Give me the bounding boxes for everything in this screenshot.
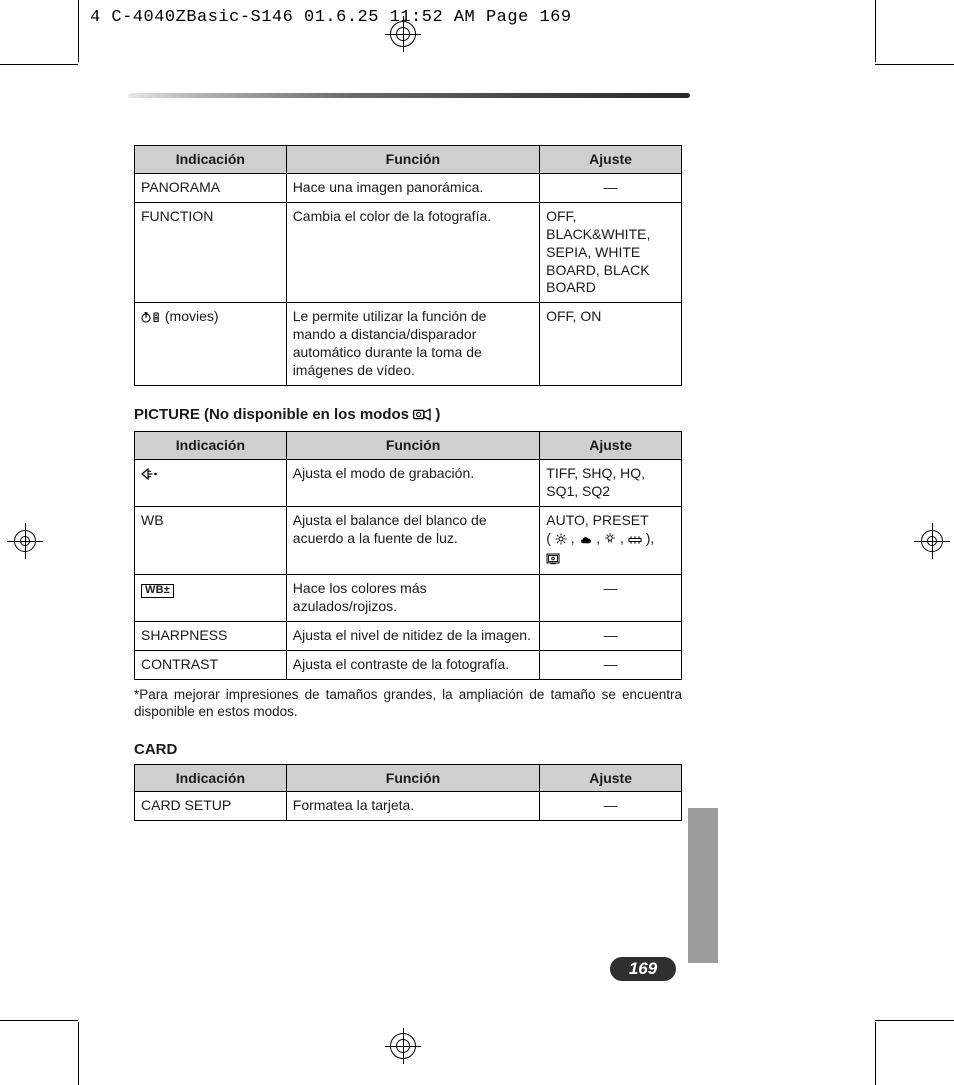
table-card: Indicación Función Ajuste CARD SETUP For… <box>134 764 682 822</box>
table-row: SHARPNESS Ajusta el nivel de nitidez de … <box>135 622 682 651</box>
selftimer-remote-icon <box>141 310 161 328</box>
cell-funcion: Ajusta el nivel de nitidez de la imagen. <box>286 622 539 651</box>
table-row: CARD SETUP Formatea la tarjeta. — <box>135 792 682 821</box>
cell-funcion: Cambia el color de la fotografía. <box>286 202 539 303</box>
th-indicacion: Indicación <box>135 146 287 174</box>
th-indicacion: Indicación <box>135 764 287 792</box>
register-mark <box>7 523 43 559</box>
table-picture: Indicación Función Ajuste <box>134 431 682 680</box>
crop-mark <box>875 0 876 62</box>
cell-funcion: Formatea la tarjeta. <box>286 792 539 821</box>
cell-funcion: Ajusta el contraste de la fotografía. <box>286 651 539 680</box>
cell-indicacion: CARD SETUP <box>135 792 287 821</box>
cell-indicacion: (movies) <box>135 303 287 386</box>
table-row: FUNCTION Cambia el color de la fotografí… <box>135 202 682 303</box>
crop-mark <box>875 64 954 65</box>
sun-icon <box>555 532 567 550</box>
side-tab <box>688 808 718 963</box>
cell-ajuste: OFF, BLACK&WHITE, SEPIA, WHITE BOARD, BL… <box>540 202 682 303</box>
cell-ajuste: AUTO, PRESET ( <box>540 506 682 575</box>
register-mark <box>914 523 950 559</box>
cell-indicacion <box>135 459 287 506</box>
cell-funcion: Le permite utilizar la función de mando … <box>286 303 539 386</box>
cell-ajuste: — <box>540 622 682 651</box>
cell-indicacion-text: (movies) <box>161 308 219 324</box>
section-title-picture: PICTURE (No disponible en los modos ) <box>134 406 682 425</box>
table-row: PANORAMA Hace una imagen panorámica. — <box>135 173 682 202</box>
movie-mode-icon <box>413 408 431 425</box>
cell-funcion: Hace los colores más azulados/rojizos. <box>286 575 539 622</box>
header-rule <box>128 93 690 98</box>
cell-ajuste: TIFF, SHQ, HQ, SQ1, SQ2 <box>540 459 682 506</box>
picture-title-pre: PICTURE (No disponible en los modos <box>134 406 413 423</box>
print-slug: 4 C-4040ZBasic-S146 01.6.25 11:52 AM Pag… <box>90 8 572 27</box>
table-row: (movies) Le permite utilizar la función … <box>135 303 682 386</box>
content-column: Indicación Función Ajuste PANORAMA Hace … <box>134 145 682 821</box>
cell-indicacion: CONTRAST <box>135 651 287 680</box>
crop-mark <box>875 1020 954 1021</box>
table-row: WB± Hace los colores más azulados/rojizo… <box>135 575 682 622</box>
cell-funcion: Hace una imagen panorámica. <box>286 173 539 202</box>
th-funcion: Función <box>286 431 539 459</box>
cell-ajuste: — <box>540 575 682 622</box>
th-funcion: Función <box>286 764 539 792</box>
section-title-card: CARD <box>134 741 682 758</box>
crop-mark <box>78 0 79 62</box>
cell-ajuste: — <box>540 792 682 821</box>
th-funcion: Función <box>286 146 539 174</box>
wb-preset-label: AUTO, PRESET <box>546 512 648 528</box>
th-ajuste: Ajuste <box>540 146 682 174</box>
cell-ajuste: — <box>540 173 682 202</box>
page-number: 169 <box>610 957 676 981</box>
wb-adjust-icon: WB± <box>141 584 174 598</box>
table-modes: Indicación Función Ajuste PANORAMA Hace … <box>134 145 682 386</box>
cloud-icon <box>579 532 593 550</box>
cell-indicacion: FUNCTION <box>135 202 287 303</box>
table-row: CONTRAST Ajusta el contraste de la fotog… <box>135 651 682 680</box>
fluorescent-icon <box>628 532 642 550</box>
page: 4 C-4040ZBasic-S146 01.6.25 11:52 AM Pag… <box>0 0 954 1085</box>
th-ajuste: Ajuste <box>540 764 682 792</box>
table-row: Ajusta el modo de grabación. TIFF, SHQ, … <box>135 459 682 506</box>
cell-indicacion: PANORAMA <box>135 173 287 202</box>
crop-mark <box>0 1020 78 1021</box>
crop-mark <box>875 1022 876 1085</box>
cell-indicacion: WB <box>135 506 287 575</box>
record-mode-icon <box>141 467 159 485</box>
crop-mark <box>0 64 78 65</box>
table-row: WB Ajusta el balance del blanco de acuer… <box>135 506 682 575</box>
crop-mark <box>78 1022 79 1085</box>
picture-title-post: ) <box>431 406 440 423</box>
cell-indicacion: SHARPNESS <box>135 622 287 651</box>
tungsten-icon <box>604 532 616 550</box>
cell-ajuste: OFF, ON <box>540 303 682 386</box>
cell-funcion: Ajusta el modo de grabación. <box>286 459 539 506</box>
th-ajuste: Ajuste <box>540 431 682 459</box>
cell-ajuste: — <box>540 651 682 680</box>
onetouch-wb-icon <box>546 552 560 570</box>
footnote: *Para mejorar impresiones de tamaños gra… <box>134 686 682 721</box>
th-indicacion: Indicación <box>135 431 287 459</box>
cell-indicacion: WB± <box>135 575 287 622</box>
cell-funcion: Ajusta el balance del blanco de acuerdo … <box>286 506 539 575</box>
register-mark <box>385 1028 421 1064</box>
